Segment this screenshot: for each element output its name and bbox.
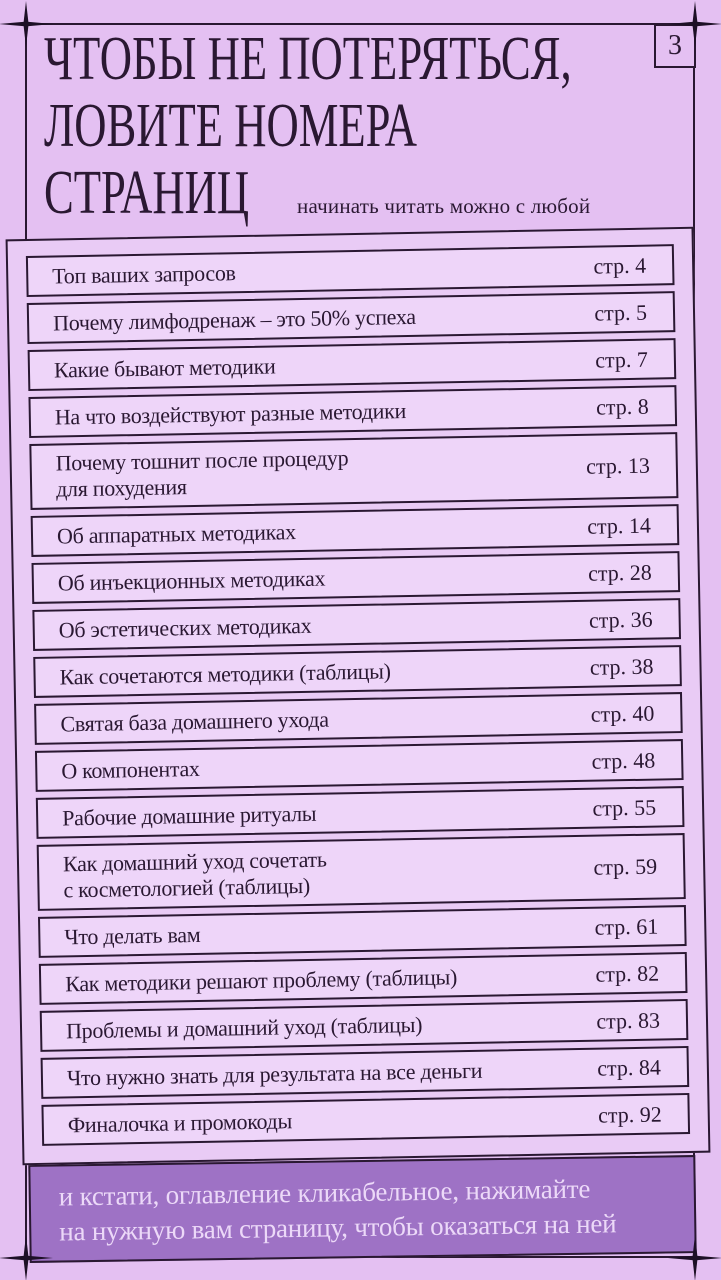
toc-row[interactable]: Почему тошнит после процедур для похуден… [29,432,679,510]
toc-item-title: Какие бывают методики [53,352,276,383]
page-title-line: ЧТОБЫ НЕ ПОТЕРЯТЬСЯ, [44,25,572,93]
page-subtitle: начинать читать можно с любой [297,194,591,218]
toc-item-page[interactable]: стр. 92 [597,1101,662,1128]
toc-item-title: На что воздействуют разные методики [54,397,407,430]
toc-row[interactable]: Об эстетических методиках стр. 36 [32,598,682,651]
corner-sparkle-icon [667,0,721,48]
toc-item-title: Топ ваших запросов [52,259,236,289]
toc-row[interactable]: Проблемы и домашний уход (таблицы) стр. … [39,999,689,1052]
toc-item-page[interactable]: стр. 38 [589,653,654,680]
toc-item-page[interactable]: стр. 4 [593,252,647,279]
toc-item-title: Что нужно знать для результата на все де… [66,1057,483,1090]
toc-row[interactable]: Об инъекционных методиках стр. 28 [31,551,681,604]
page-title-line: ЛОВИТЕ НОМЕРА [44,92,418,160]
footer-note-text: и кстати, оглавление кликабельное, нажим… [58,1173,617,1247]
corner-sparkle-icon [667,1234,721,1280]
footer-note-panel: и кстати, оглавление кликабельное, нажим… [28,1155,697,1263]
toc-row[interactable]: Почему лимфодренаж – это 50% успеха стр.… [26,291,676,344]
toc-row[interactable]: Какие бывают методики стр. 7 [27,338,677,391]
page-title-line: СТРАНИЦ [44,159,250,227]
toc-panel: Топ ваших запросов стр. 4 Почему лимфодр… [5,226,711,1166]
toc-item-page[interactable]: стр. 61 [594,913,659,940]
toc-item-page[interactable]: стр. 5 [594,299,648,326]
toc-row[interactable]: Топ ваших запросов стр. 4 [25,244,675,298]
toc-list: Топ ваших запросов стр. 4 Почему лимфодр… [25,244,691,1146]
toc-item-title: Об эстетических методиках [58,612,312,642]
toc-item-title: Об инъекционных методиках [57,565,326,595]
toc-item-page[interactable]: стр. 8 [595,393,649,420]
toc-item-page[interactable]: стр. 48 [591,747,656,774]
toc-item-page[interactable]: стр. 7 [594,346,649,373]
toc-item-title: О компонентах [61,755,200,783]
toc-item-page[interactable]: стр. 36 [588,606,653,633]
toc-item-title: Почему тошнит после процедур для похуден… [55,445,349,502]
toc-item-title: Финалочка и промокоды [67,1107,293,1137]
toc-item-page[interactable]: стр. 40 [590,700,655,727]
page-number-box: 3 [654,24,696,68]
toc-row[interactable]: Об аппаратных методиках стр. 14 [30,504,680,557]
toc-item-page[interactable]: стр. 59 [593,853,658,880]
toc-item-page[interactable]: стр. 13 [585,452,651,479]
toc-item-page[interactable]: стр. 28 [587,559,652,586]
toc-row[interactable]: На что воздействуют разные методики стр.… [28,385,678,438]
toc-item-title: Как домашний уход сочетать с косметологи… [62,846,327,903]
toc-item-page[interactable]: стр. 84 [596,1054,662,1081]
toc-row[interactable]: Финалочка и промокоды стр. 92 [41,1092,691,1146]
corner-sparkle-icon [0,1234,54,1280]
toc-row[interactable]: Как сочетаются методики (таблицы) стр. 3… [33,645,682,698]
toc-item-title: Рабочие домашние ритуалы [61,800,317,830]
toc-item-page[interactable]: стр. 83 [596,1007,661,1034]
toc-row[interactable]: О компонентах стр. 48 [34,739,684,792]
toc-item-page[interactable]: стр. 55 [592,794,657,821]
toc-item-title: Как методики решают проблему (таблицы) [64,963,458,996]
toc-item-title: Почему лимфодренаж – это 50% успеха [52,303,416,336]
toc-row[interactable]: Что делать вам стр. 61 [37,905,687,958]
page-title: ЧТОБЫ НЕ ПОТЕРЯТЬСЯ, ЛОВИТЕ НОМЕРА СТРАН… [44,26,721,227]
toc-row[interactable]: Что нужно знать для результата на все де… [40,1046,690,1099]
toc-item-title: Проблемы и домашний уход (таблицы) [65,1011,423,1043]
toc-row[interactable]: Как домашний уход сочетать с косметологи… [36,833,686,911]
toc-row[interactable]: Рабочие домашние ритуалы стр. 55 [35,786,685,839]
toc-item-title: Об аппаратных методиках [56,518,296,548]
toc-item-page[interactable]: стр. 82 [595,960,660,987]
corner-sparkle-icon [0,0,54,48]
toc-row[interactable]: Святая база домашнего ухода стр. 40 [34,692,683,745]
toc-item-title: Святая база домашнего ухода [60,706,329,736]
toc-item-title: Что делать вам [64,921,201,949]
page-number: 3 [668,30,682,61]
toc-row[interactable]: Как методики решают проблему (таблицы) с… [38,952,688,1005]
toc-item-page[interactable]: стр. 14 [587,512,652,539]
toc-item-title: Как сочетаются методики (таблицы) [59,657,391,689]
